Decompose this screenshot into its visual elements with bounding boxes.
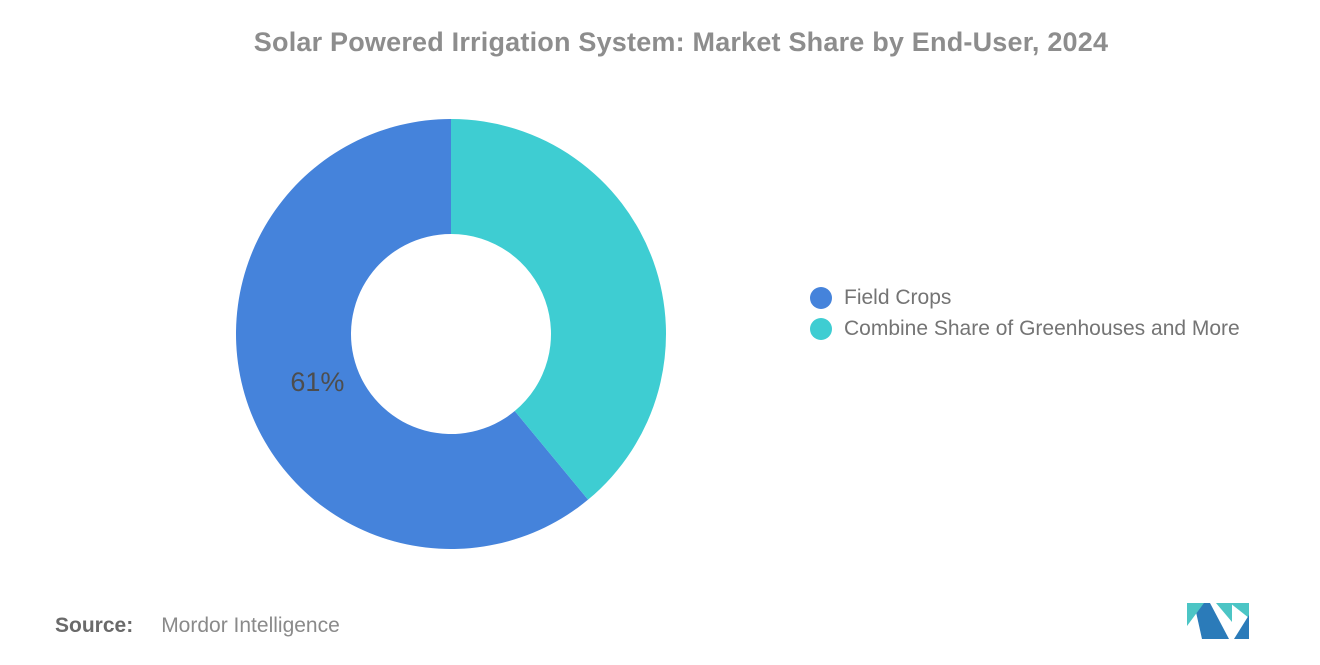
legend: Field Crops Combine Share of Greenhouses… xyxy=(810,287,1240,340)
legend-item-label: Combine Share of Greenhouses and More xyxy=(844,317,1240,340)
page-title: Solar Powered Irrigation System: Market … xyxy=(253,27,1109,57)
logo-shape xyxy=(1230,603,1249,618)
source-label: Source: xyxy=(55,614,134,637)
slice-label-0: 61% xyxy=(290,367,344,397)
legend-item-label: Field Crops xyxy=(844,286,952,309)
source-value: Mordor Intelligence xyxy=(161,614,340,637)
legend-dot-greenhouses xyxy=(810,318,832,340)
legend-dot-field-crops xyxy=(810,287,832,309)
donut-slice-1 xyxy=(451,119,667,500)
logo-shape xyxy=(1194,603,1229,639)
logo-shape xyxy=(1187,603,1204,626)
legend-item-field-crops: Field Crops xyxy=(810,287,1240,309)
logo-shape xyxy=(1234,615,1249,639)
donut-slice-0 xyxy=(236,119,589,549)
legend-item-greenhouses: Combine Share of Greenhouses and More xyxy=(810,318,1240,340)
logo-shape xyxy=(1216,603,1232,622)
donut-chart: 61% xyxy=(236,119,667,549)
source-line: Source: Mordor Intelligence xyxy=(55,614,340,638)
mordor-intelligence-logo-icon xyxy=(1187,603,1249,639)
